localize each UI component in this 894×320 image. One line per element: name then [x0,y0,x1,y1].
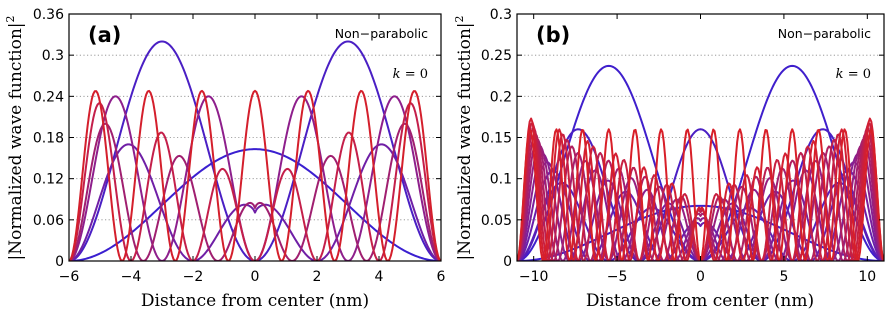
k-annotation: k = 0 [393,67,428,82]
x-axis-title: Distance from center (nm) [141,291,369,311]
x-tick-label: 0 [696,269,705,285]
plot-frame [68,13,442,262]
panel-label: (a) [88,23,121,47]
x-tick-label: 0 [251,269,260,285]
y-tick-label: 0 [55,254,64,270]
x-tick-label: 4 [375,269,384,285]
y-tick-label: 0.3 [42,48,64,64]
y-tick-label: 0.2 [490,89,512,105]
y-tick-label: 0.15 [481,131,512,147]
series-line-14 [517,128,884,261]
y-tick-label: 0.18 [33,131,64,147]
k-value: = 0 [844,67,871,82]
series-group [69,40,441,261]
y-axis-title-text: |Normalized wave function| [6,22,26,260]
x-axis-title: Distance from center (nm) [586,291,814,311]
y-axis-title-superscript: 2 [453,15,466,22]
model-annotation: Non−parabolic [335,26,428,41]
panel-b: 0 0.05 0.1 0.15 0.2 0.25 0.3 −10 −5 0 5 10 Distance … [481,7,885,311]
panel-label: (b) [536,23,570,47]
k-variable: k [836,67,844,82]
x-tick-label: −4 [121,269,142,285]
y-tick-label: 0.25 [481,48,512,64]
k-value: = 0 [401,67,428,82]
y-axis-title: |Normalized wave function|2 [4,15,26,260]
panel-a: 0 0.06 0.12 0.18 0.24 0.3 0.36 −6 −4 −2 0 2 4 6 Distan… [33,7,446,311]
series-line-4 [517,181,884,261]
series-group [517,64,884,261]
y-tick-label: 0 [503,254,512,270]
k-variable: k [393,67,401,82]
series-line-2 [517,64,884,261]
x-tick-label: 2 [313,269,322,285]
y-axis-title-text: |Normalized wave function| [455,22,475,260]
series-line-5 [69,122,441,261]
y-tick-label: 0.3 [490,7,512,23]
x-tick-label: −10 [519,269,549,285]
series-line-10 [517,132,884,261]
series-line-4 [69,95,441,261]
x-tick-label: −5 [607,269,628,285]
x-tick-label: −6 [59,269,80,285]
model-annotation: Non−parabolic [778,26,871,41]
y-tick-label: 0.36 [33,7,64,23]
x-tick-label: −2 [183,269,204,285]
series-line-3 [69,143,441,261]
series-line-3 [517,128,884,261]
series-line-1 [517,204,884,261]
y-tick-label: 0.06 [33,213,64,229]
series-line-2 [69,40,441,261]
y-tick-label: 0.1 [490,172,512,188]
y-axis-title-panel-b: |Normalized wave function|2 [453,15,475,260]
y-tick-label: 0.12 [33,172,64,188]
x-tick-label: 10 [858,269,876,285]
series-line-13 [517,117,884,261]
y-axis-title-superscript: 2 [4,15,17,22]
y-tick-label: 0.05 [481,213,512,229]
y-tick-label: 0.24 [33,89,64,105]
k-annotation: k = 0 [836,67,871,82]
x-tick-label: 6 [437,269,446,285]
svg-text:|Normalized wave function|2: |Normalized wave function|2 [4,15,26,260]
svg-text:|Normalized wave function|2: |Normalized wave function|2 [453,15,475,260]
x-tick-label: 5 [779,269,788,285]
series-line-7 [69,89,441,261]
